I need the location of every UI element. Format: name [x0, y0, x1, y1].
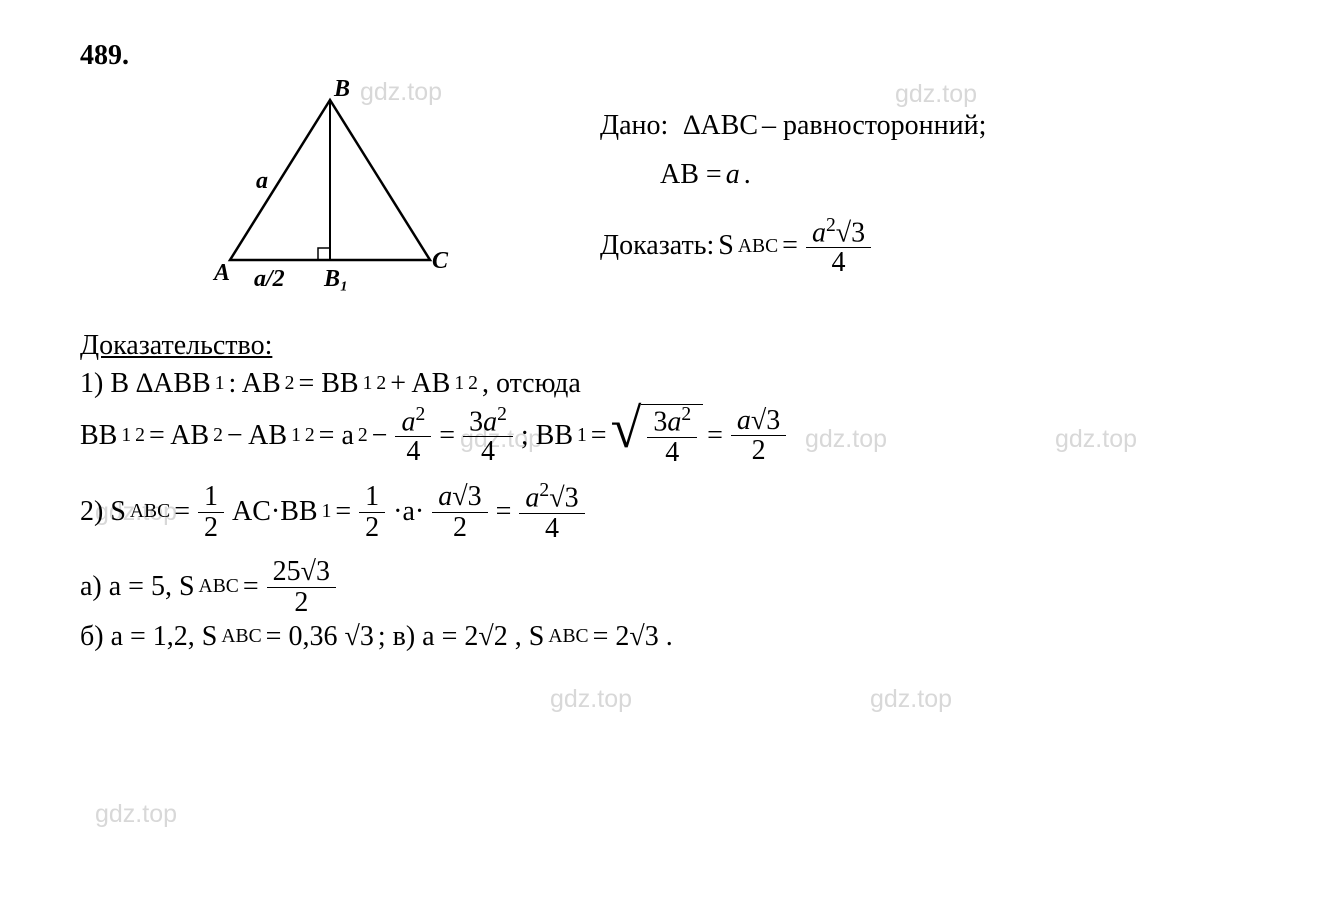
part-b-prefix: б) a = 1,2, S: [80, 621, 217, 653]
step1b-bb: BB: [80, 420, 117, 452]
step1b-eq-a2: = a: [319, 420, 354, 452]
step1b-eq4: =: [591, 420, 607, 452]
frac-as3-den: 2: [746, 436, 772, 465]
frac-a2s3-num-s3: √3: [549, 482, 578, 513]
triangle-diagram: B A C B₁ a a/2: [200, 80, 460, 300]
given-ab: AB =: [660, 153, 722, 198]
frac-3a2-over-4: 3a2 4: [463, 405, 513, 467]
part-a-prefix: а) a = 5, S: [80, 571, 195, 603]
part-b-val: = 0,36 √3: [266, 621, 374, 653]
watermark-text: gdz.top: [870, 685, 952, 714]
given-period: .: [744, 153, 751, 198]
sqrt-den-4: 4: [659, 438, 685, 467]
watermark-text: gdz.top: [95, 800, 177, 829]
step1-eq-bb: = BB: [298, 368, 358, 400]
frac-a2s3-den: 4: [539, 514, 565, 543]
label-side-a: a: [256, 168, 268, 194]
step1-tail: , отсюда: [482, 368, 581, 400]
frac-asqrt3-2b: a√3 2: [432, 482, 487, 542]
part-a-line: а) a = 5, SABC = 25√3 2: [80, 557, 1249, 617]
frac-as3b-num-a: a: [438, 481, 452, 512]
frac-a2-4-den: 4: [400, 437, 426, 466]
step1b-minus2: −: [372, 420, 388, 452]
given-label: Дано:: [600, 104, 668, 149]
step1b-semi-bb: ; BB: [521, 420, 573, 452]
part-c-prefix: ; в) a = 2√2 , S: [378, 621, 544, 653]
label-b: B: [333, 80, 350, 102]
step1b-eq-ab: = AB: [149, 420, 209, 452]
prove-fraction: a2√3 4: [806, 216, 871, 278]
label-half-a: a/2: [254, 266, 285, 292]
sqrt-num-a: a: [667, 406, 681, 437]
part-c-val: = 2√3 .: [593, 621, 673, 653]
frac-a2s3-num-a: a: [525, 482, 539, 513]
part-c-sub: ABC: [548, 626, 588, 648]
frac-a2-over-4: a2 4: [395, 405, 431, 467]
step1-sub1: 1: [215, 373, 225, 395]
frac-as3b-num-s3: √3: [452, 481, 481, 512]
step2-ac-bb1: AC·BB: [232, 496, 318, 528]
watermark-text: gdz.top: [550, 685, 632, 714]
sqrt-symbol-big: √: [611, 404, 642, 467]
proof-step1-line1: 1) В ∆ABB1 : AB2 = BB12 + AB12 , отсюда: [80, 368, 1249, 400]
step2-sub-abc: ABC: [130, 501, 170, 523]
prove-sub-abc: ABC: [738, 231, 778, 262]
problem-number: 489.: [80, 40, 1249, 72]
half-num-1: 1: [198, 482, 224, 512]
step1-prefix: 1) В ∆ABB: [80, 368, 211, 400]
label-c: C: [432, 248, 449, 274]
half-den-1: 2: [198, 513, 224, 542]
part-b-sub: ABC: [221, 626, 261, 648]
part-a-den: 2: [288, 588, 314, 617]
frac-3a2-4-num-a: a: [483, 406, 497, 437]
frac-half-2: 1 2: [359, 482, 385, 542]
frac-a2-4-num: a: [401, 406, 415, 437]
label-b1: B₁: [323, 266, 348, 292]
proof-step1-line2: BB12 = AB2 − AB12 = a2 − a2 4 = 3a2 4 ; …: [80, 404, 1249, 467]
frac-as3-num-a: a: [737, 405, 751, 436]
part-a-sub: ABC: [199, 576, 239, 598]
prove-eq: =: [782, 224, 798, 269]
half-den-2: 2: [359, 513, 385, 542]
frac-25sqrt3-2: 25√3 2: [267, 557, 336, 617]
frac-half-1: 1 2: [198, 482, 224, 542]
prove-label: Доказать:: [600, 224, 714, 269]
proof-header: Доказательство:: [80, 330, 1249, 362]
prove-s: S: [718, 224, 734, 269]
frac-3a2-4-den: 4: [475, 437, 501, 466]
step1-ab: : AB: [229, 368, 281, 400]
step1b-minus-ab1: − AB: [227, 420, 287, 452]
half-num-2: 1: [359, 482, 385, 512]
prove-num-a: a: [812, 217, 826, 248]
given-triangle: ∆ABC: [683, 104, 758, 149]
given-triangle-desc: – равносторонний;: [762, 104, 986, 149]
frac-a2sqrt3-4: a2√3 4: [519, 481, 584, 543]
step2-eq2: =: [335, 496, 351, 528]
sqrt-3a2-4: √ 3a2 4: [611, 404, 704, 467]
frac-3a2-4-num-3: 3: [469, 406, 483, 437]
frac-as3b-den: 2: [447, 513, 473, 542]
prove-den: 4: [826, 248, 852, 277]
part-bc-line: б) a = 1,2, SABC = 0,36 √3 ; в) a = 2√2 …: [80, 621, 1249, 653]
frac-asqrt3-2: a√3 2: [731, 406, 786, 466]
prove-num-sqrt3: √3: [836, 217, 865, 248]
step1b-eq5: =: [707, 420, 723, 452]
given-a-var: a: [726, 153, 740, 198]
step1-plus-ab: + AB: [390, 368, 450, 400]
step2-prefix: 2) S: [80, 496, 126, 528]
frac-as3-num-s3: √3: [751, 405, 780, 436]
label-a-vertex: A: [212, 260, 230, 286]
right-angle-mark: [318, 248, 330, 260]
part-a-num: 25√3: [267, 557, 336, 587]
step2-dot-a: ·a·: [393, 496, 424, 528]
top-row: B A C B₁ a a/2 Дано: ∆ABC – равносторонн…: [80, 80, 1249, 300]
step1b-eq3: =: [439, 420, 455, 452]
step2-eq3: =: [496, 496, 512, 528]
sqrt-num-3: 3: [653, 406, 667, 437]
part-a-eq: =: [243, 571, 259, 603]
step2-eq: =: [174, 496, 190, 528]
proof-step2: 2) SABC = 1 2 AC·BB1 = 1 2 ·a· a√3 2 = a…: [80, 481, 1249, 543]
given-block: Дано: ∆ABC – равносторонний; AB = a . До…: [600, 80, 1249, 282]
